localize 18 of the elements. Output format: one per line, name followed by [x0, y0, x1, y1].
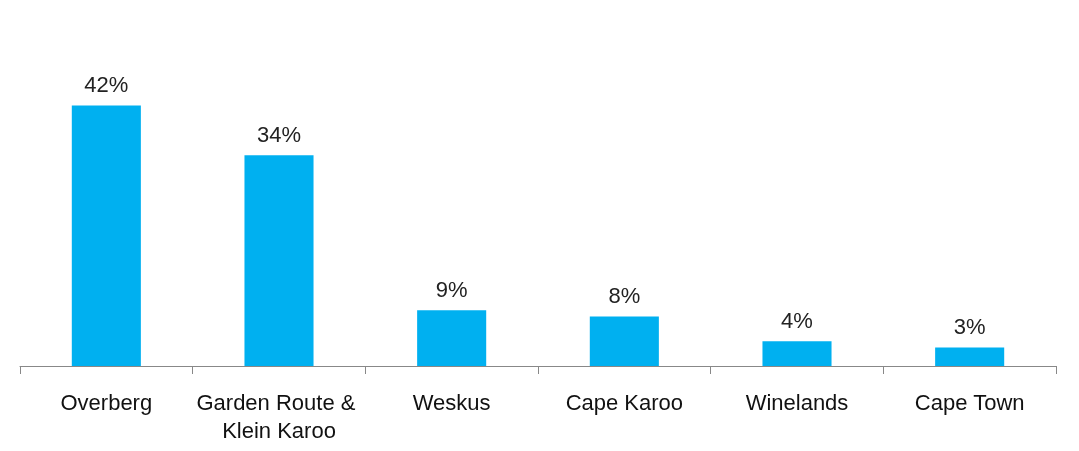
data-label: 34% — [256, 121, 302, 147]
x-tick-label: Weskus — [412, 389, 491, 415]
bar — [244, 155, 314, 366]
data-label: 9% — [435, 276, 468, 302]
bar — [71, 105, 141, 366]
data-label: 42% — [84, 72, 129, 98]
data-label: 8% — [608, 282, 641, 308]
x-tick-label: Overberg — [60, 389, 153, 415]
x-tick-label: Garden Route & Klein Karoo — [196, 389, 362, 443]
x-tick-label: Winelands — [745, 389, 849, 415]
bar — [589, 316, 659, 366]
data-label: 4% — [781, 307, 813, 333]
x-tick-label: Cape Karoo — [565, 389, 684, 415]
bar — [935, 347, 1005, 366]
bar — [762, 341, 832, 366]
x-tick-label: Cape Town — [914, 389, 1025, 415]
data-label: 3% — [953, 313, 986, 339]
bar — [417, 310, 487, 366]
